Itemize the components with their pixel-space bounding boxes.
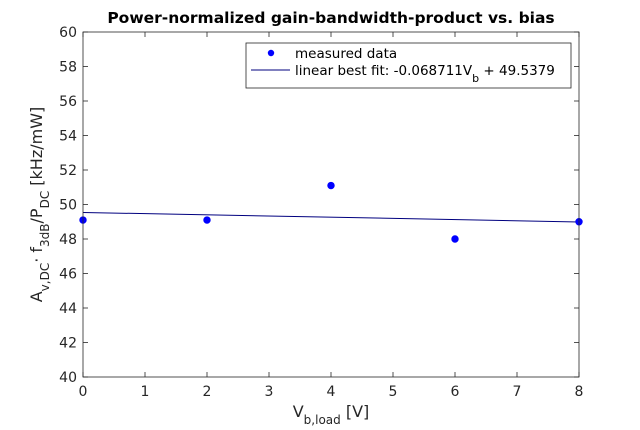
y-axis-label: Av,DC· f3dB/PDC [kHz/mW] — [27, 107, 52, 303]
x-tick-label: 2 — [203, 384, 212, 400]
y-tick-label: 44 — [59, 301, 77, 317]
legend-marker-measured — [267, 49, 275, 57]
chart-marks — [79, 181, 583, 243]
y-tick-label: 46 — [59, 267, 77, 283]
x-axis-label: Vb,load [V] — [293, 402, 370, 427]
y-tick-label: 48 — [59, 232, 77, 248]
data-point — [327, 181, 335, 190]
y-tick-label: 60 — [59, 25, 77, 41]
y-tick-label: 54 — [59, 129, 77, 145]
y-tick-label: 58 — [59, 60, 77, 76]
x-tick-label: 1 — [141, 384, 150, 400]
y-tick-label: 52 — [59, 163, 77, 179]
x-tick-label: 7 — [513, 384, 522, 400]
y-tick-label: 40 — [59, 370, 77, 386]
chart-title: Power-normalized gain-bandwidth-product … — [107, 9, 554, 27]
data-point — [203, 216, 211, 224]
y-tick-label: 50 — [59, 198, 77, 214]
x-tick-label: 5 — [389, 384, 398, 400]
fit-line — [82, 211, 580, 223]
x-tick-label: 6 — [451, 384, 460, 400]
y-tick-label: 56 — [59, 94, 77, 110]
x-tick-label: 8 — [575, 384, 584, 400]
legend-box — [245, 42, 572, 89]
x-tick-label: 4 — [327, 384, 336, 400]
legend-label-fit: linear best fit: -0.068711Vb + 49.5379 — [295, 63, 555, 85]
data-point — [451, 235, 459, 243]
y-tick-label: 42 — [59, 336, 77, 352]
x-tick-label: 3 — [265, 384, 274, 400]
x-tick-label: 0 — [79, 384, 88, 400]
plot-area — [83, 32, 579, 377]
legend-label-measured: measured data — [295, 46, 397, 62]
